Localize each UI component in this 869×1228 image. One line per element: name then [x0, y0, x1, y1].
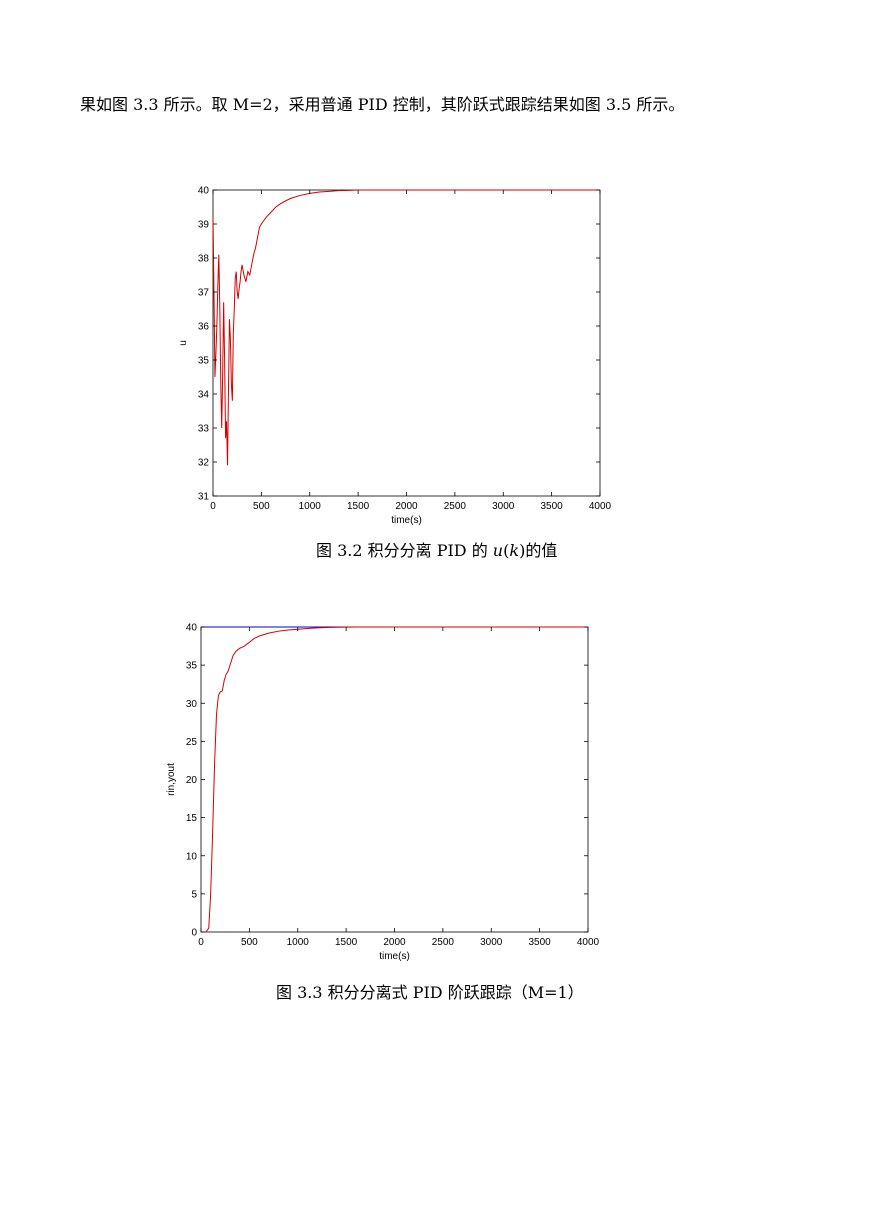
- y-tick-label: 36: [198, 322, 210, 333]
- x-tick-label: 2000: [395, 501, 418, 512]
- figure-u-value: 0 500 1000 1500 2000 2500 3000 3500 4000 31 32 33 34…: [160, 175, 630, 535]
- x-tick-label: 1500: [347, 501, 370, 512]
- series-line-1: [212, 189, 600, 466]
- x-tick-label: 4000: [577, 937, 600, 948]
- y-tick-label: 25: [186, 737, 198, 748]
- x-tick-label: 500: [253, 501, 270, 512]
- figure1-caption-suffix: 的值: [525, 541, 558, 560]
- x-tick-label: 3500: [529, 937, 552, 948]
- y-tick-label: 31: [198, 492, 210, 503]
- x-tick-label: 4000: [589, 501, 612, 512]
- y-tick-label: 20: [186, 775, 198, 786]
- figure1-caption-prefix: 图 3.2 积分分离 PID 的: [316, 541, 493, 560]
- y-tick-label: 0: [191, 928, 197, 939]
- figure2-caption: 图 3.3 积分分离式 PID 阶跃跟踪（M=1）: [276, 983, 584, 1002]
- x-axis-label: time(s): [379, 951, 410, 962]
- x-tick-label: 2000: [383, 937, 406, 948]
- figure1-caption-u: u: [492, 541, 504, 560]
- y-tick-label: 40: [186, 623, 198, 634]
- x-tick-label: 1000: [299, 501, 322, 512]
- x-tick-label: 3000: [480, 937, 503, 948]
- figure-step-tracking: 0 500 1000 1500 2000 2500 3000 3500 4000 0 5 10 15 20…: [160, 612, 630, 972]
- y-tick-label: 35: [198, 356, 210, 367]
- x-tick-label: 3500: [541, 501, 564, 512]
- y-tick-label: 32: [198, 458, 210, 469]
- plot-frame: [212, 189, 601, 497]
- y-tick-label: 15: [186, 813, 198, 824]
- x-tick-label: 2500: [432, 937, 455, 948]
- figure1-caption-k: k: [509, 541, 520, 560]
- body-paragraph: 果如图 3.3 所示。取 M=2，采用普通 PID 控制，其阶跃式跟踪结果如图 …: [80, 95, 685, 114]
- x-tick-label: 0: [198, 937, 204, 948]
- x-axis-label: time(s): [391, 515, 422, 526]
- y-tick-label: 33: [198, 424, 210, 435]
- x-tick-label: 2500: [444, 501, 467, 512]
- y-tick-label: 35: [186, 661, 198, 672]
- x-tick-label: 0: [210, 501, 216, 512]
- series-line-2: [201, 626, 588, 933]
- x-tick-label: 1000: [287, 937, 310, 948]
- x-tick-label: 1500: [335, 937, 358, 948]
- y-tick-label: 30: [186, 699, 198, 710]
- plot-frame: [200, 626, 589, 933]
- figure1-caption-paren-close: ): [519, 541, 526, 560]
- y-tick-label: 40: [198, 186, 210, 197]
- y-tick-label: 37: [198, 288, 210, 299]
- y-tick-label: 39: [198, 220, 210, 231]
- y-tick-label: 10: [186, 851, 198, 862]
- y-tick-label: 5: [191, 889, 197, 900]
- y-tick-label: 38: [198, 254, 210, 265]
- y-axis-label: rin,yout: [166, 763, 177, 796]
- y-axis-label: u: [178, 340, 189, 346]
- y-tick-label: 34: [198, 390, 210, 401]
- chart-step-tracking: 0 500 1000 1500 2000 2500 3000 3500 4000 0 5 10 15 20…: [166, 623, 600, 963]
- figure1-caption-paren-open: (: [503, 541, 510, 560]
- figure1-caption: 图 3.2 积分分离 PID 的 u(k)的值: [316, 541, 557, 561]
- x-tick-label: 500: [241, 937, 258, 948]
- chart-u-value: 0 500 1000 1500 2000 2500 3000 3500 4000 31 32 33 34…: [178, 186, 612, 527]
- x-tick-label: 3000: [492, 501, 515, 512]
